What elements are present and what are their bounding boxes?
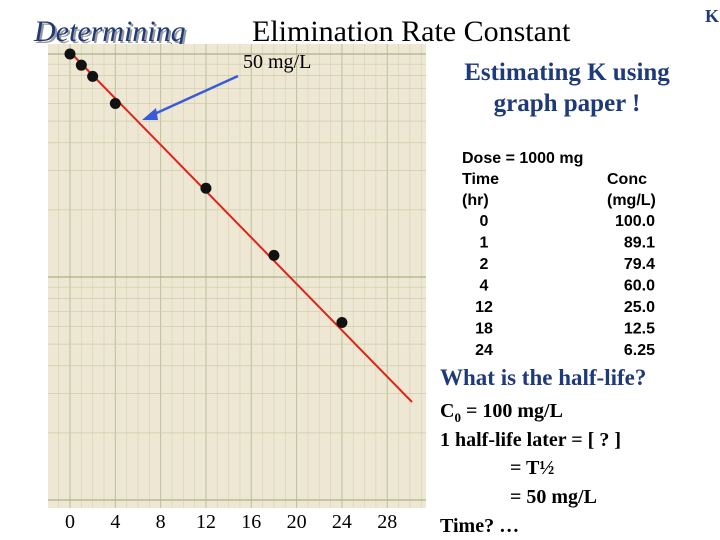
arrow [149, 74, 239, 118]
corner-letter: K [705, 6, 719, 26]
time-cell: 24 [475, 342, 493, 359]
time-cell: 12 [475, 299, 493, 316]
x-label: 12 [196, 511, 216, 533]
answer-line: 1 half-life later = [ ? ] [440, 429, 621, 451]
data-point [75, 59, 87, 71]
c0-symbol: C [440, 400, 454, 422]
answer-line: = 50 mg/L [510, 486, 597, 508]
dose: Dose = 1000 mg [462, 150, 583, 167]
c0-line: C0 = 100 mg/L [440, 400, 563, 425]
title: Elimination Rate Constant [252, 15, 571, 48]
data-point [64, 48, 76, 60]
x-label: 0 [65, 511, 75, 533]
data-point [109, 97, 121, 109]
column-header: Time [462, 171, 499, 188]
annotation: 50 mg/L [243, 51, 311, 73]
conc-cell: 6.25 [624, 342, 655, 359]
x-label: 28 [377, 511, 397, 533]
data-point [336, 317, 348, 329]
time-cell: 18 [475, 321, 493, 338]
panel-heading: Estimating K using [464, 59, 670, 86]
c0-subscript: 0 [454, 410, 461, 425]
time-cell: 0 [480, 213, 489, 230]
conc-cell: 100.0 [615, 213, 655, 230]
plot [64, 48, 413, 403]
time-cell: 1 [480, 235, 489, 252]
panel-heading: graph paper ! [494, 90, 641, 117]
x-label: 16 [241, 511, 261, 533]
data-point [87, 70, 99, 82]
conc-cell: 25.0 [624, 299, 655, 316]
time-cell: 2 [480, 256, 489, 273]
conc-cell: 60.0 [624, 278, 655, 295]
answer-line: Time? … [440, 515, 519, 537]
table: 0 100.0 1 89.1 2 79.4 4 60.0 12 25.0 18 12.5 24 6.25 [475, 213, 655, 359]
conc-cell: 12.5 [624, 321, 655, 338]
title-italic: Determining [33, 15, 186, 48]
c0-text: = 100 mg/L [461, 400, 563, 422]
data-point [268, 249, 280, 261]
x-label: 8 [156, 511, 166, 533]
conc-cell: 79.4 [624, 256, 655, 273]
graph-paper [48, 44, 426, 508]
answer-line: = T½ [510, 457, 554, 479]
x-label: 20 [287, 511, 307, 533]
conc-cell: 89.1 [624, 235, 655, 252]
arrow-head [142, 108, 158, 120]
x-label: 24 [332, 511, 352, 533]
question: What is the half-life? [440, 365, 646, 390]
fit-line [67, 49, 413, 403]
x-label: 4 [110, 511, 120, 533]
paper-bg [48, 44, 426, 508]
data-point [200, 182, 212, 194]
column-unit: (hr) [462, 192, 489, 209]
column-unit: (mg/L) [607, 192, 656, 209]
column-header: Conc [607, 171, 647, 188]
time-cell: 4 [480, 278, 489, 295]
